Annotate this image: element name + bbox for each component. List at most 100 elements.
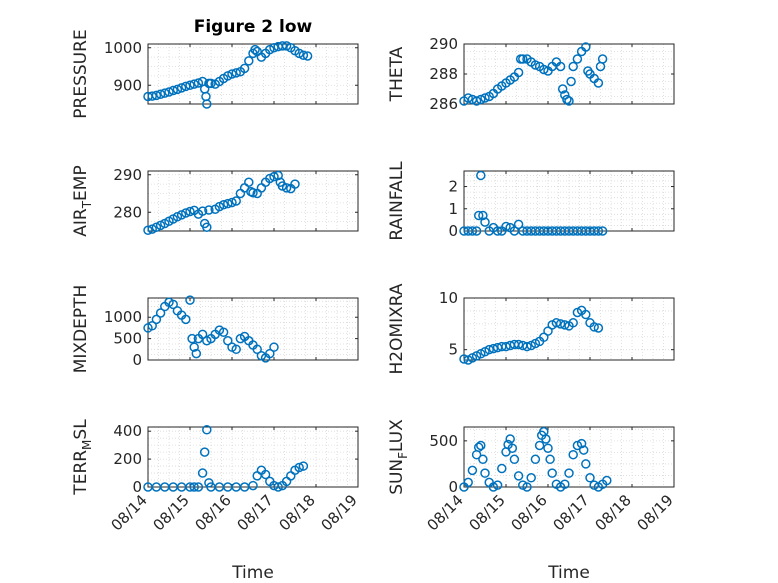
data-point: [269, 171, 279, 182]
y-tick-label: 0: [132, 478, 142, 496]
axes-box: [463, 297, 675, 361]
data-point: [151, 314, 162, 325]
data-point: [244, 177, 254, 187]
data-point: [147, 91, 157, 101]
subplot-pressure-0: 900 1000 PRESSURE Figure 2 low: [71, 17, 359, 119]
data-point: [298, 461, 309, 471]
data-point: [302, 51, 313, 61]
data-point: [534, 440, 545, 451]
data-point: [513, 471, 524, 481]
subplot-mixdepth-4: 0 500 1000 MIXDEPTH: [71, 285, 359, 374]
data-point: [239, 63, 250, 74]
data-point: [568, 318, 578, 328]
data-point: [269, 43, 279, 53]
data-point: [589, 322, 599, 332]
data-point: [488, 343, 499, 354]
axes-box: [147, 297, 359, 361]
data-point: [581, 309, 591, 320]
data-point: [507, 443, 518, 453]
data-point: [143, 225, 153, 235]
subplot-air_temp-2: 280 290 AIRTEMP: [71, 165, 359, 237]
data-point: [602, 475, 612, 486]
x-tick-label: 08/14: [424, 491, 467, 534]
data-point: [281, 183, 292, 193]
subplot-theta-1: 286 288 290 THETA: [387, 35, 675, 113]
data-point: [273, 482, 283, 492]
axes-box: [147, 426, 359, 488]
data-point: [471, 96, 482, 106]
data-point: [572, 54, 583, 64]
data-point: [298, 50, 309, 60]
data-point: [197, 468, 208, 478]
data-point: [185, 80, 195, 90]
data-point: [197, 329, 208, 340]
data-point: [181, 81, 191, 92]
data-point: [555, 61, 566, 72]
y-tick-label: 1: [448, 200, 458, 218]
data-point: [252, 344, 262, 355]
data-point: [513, 339, 524, 350]
y-tick-label: 10: [439, 289, 458, 307]
y-axis-label: MIXDEPTH: [71, 285, 91, 374]
data-point: [476, 94, 486, 105]
data-point: [231, 344, 241, 355]
y-axis-label: H2OMIXRA: [387, 283, 407, 374]
data-point: [223, 198, 233, 209]
data-point: [244, 56, 254, 66]
y-tick-label: 0: [448, 478, 458, 496]
y-axis-label: AIRTEMP: [71, 165, 94, 236]
data-point: [597, 54, 608, 64]
axes-box: [147, 43, 359, 105]
data-point: [197, 206, 208, 216]
data-point: [248, 188, 258, 198]
y-axis-label: TERRMSL: [71, 419, 94, 496]
data-point: [260, 469, 271, 480]
data-point: [168, 85, 178, 96]
data-point: [509, 454, 520, 465]
data-point: [202, 99, 212, 109]
data-point: [557, 84, 568, 94]
data-point: [185, 206, 195, 217]
data-point: [147, 321, 157, 331]
data-point: [513, 219, 524, 230]
data-point: [543, 443, 553, 453]
data-point: [181, 314, 191, 325]
data-point: [581, 459, 591, 469]
x-tick-label: 08/18: [592, 491, 635, 534]
data-point: [492, 226, 503, 236]
y-axis-label: THETA: [387, 46, 407, 102]
y-tick-label: 5: [448, 341, 458, 359]
data-point: [568, 449, 578, 460]
data-point: [473, 442, 484, 453]
x-tick-label: 08/17: [550, 491, 593, 534]
data-point: [560, 479, 570, 489]
x-tick-label: 08/15: [150, 491, 193, 534]
data-point: [560, 320, 570, 330]
data-point: [187, 333, 197, 344]
data-point: [564, 468, 574, 478]
data-point: [480, 93, 490, 103]
y-tick-label: 0: [132, 351, 142, 369]
data-point: [593, 226, 604, 236]
data-point: [478, 210, 488, 221]
data-point: [199, 447, 210, 457]
data-point: [227, 69, 237, 79]
data-point: [218, 200, 229, 210]
data-point: [593, 78, 604, 88]
data-point: [155, 89, 166, 99]
data-point: [497, 463, 507, 474]
x-tick-label: 08/17: [234, 491, 277, 534]
x-axis-label: Time: [231, 563, 274, 583]
x-tick-label: 08/18: [276, 491, 319, 534]
data-point: [172, 84, 183, 95]
data-point: [564, 96, 574, 106]
data-point: [201, 91, 211, 102]
data-point: [530, 454, 541, 465]
data-point: [206, 78, 216, 89]
data-point: [505, 434, 515, 444]
data-point: [476, 440, 486, 451]
data-point: [467, 465, 478, 476]
data-point: [518, 54, 528, 64]
